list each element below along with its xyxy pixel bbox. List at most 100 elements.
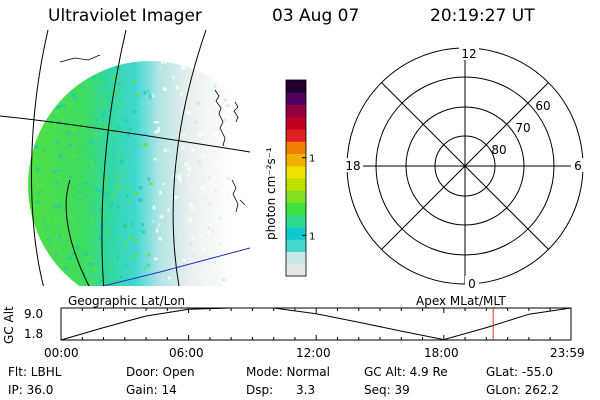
emission-speckle — [93, 158, 96, 161]
emission-speckle — [125, 193, 129, 197]
info-gc-alt: GC Alt: 4.9 Re — [364, 365, 448, 379]
emission-speckle — [188, 242, 193, 246]
colorbar-segment — [286, 165, 306, 179]
emission-speckle — [221, 225, 225, 230]
emission-speckle — [42, 148, 46, 152]
emission-speckle — [56, 283, 60, 286]
uv-emission-disk — [28, 61, 233, 293]
emission-speckle — [89, 219, 93, 223]
emission-speckle — [215, 72, 219, 76]
emission-speckle — [155, 121, 160, 124]
emission-speckle — [38, 141, 42, 144]
emission-speckle — [110, 194, 114, 199]
emission-speckle — [119, 155, 122, 159]
emission-speckle — [48, 78, 52, 81]
emission-speckle — [182, 133, 186, 137]
emission-speckle — [144, 288, 146, 291]
emission-speckle — [149, 95, 153, 100]
emission-speckle — [100, 224, 105, 229]
emission-speckle — [101, 113, 105, 118]
emission-speckle — [219, 149, 222, 153]
emission-speckle — [158, 237, 162, 241]
emission-speckle — [58, 154, 63, 158]
coastline-south — [101, 247, 250, 286]
emission-speckle — [68, 126, 71, 130]
emission-speckle — [174, 195, 178, 199]
emission-speckle — [53, 218, 57, 222]
emission-speckle — [97, 189, 102, 193]
info-mode: Mode: Normal — [246, 365, 330, 379]
emission-speckle — [82, 271, 86, 275]
xtick-0600: 06:00 — [169, 346, 204, 360]
emission-speckle — [45, 227, 50, 231]
emission-speckle — [116, 285, 120, 286]
emission-speckle — [47, 221, 51, 224]
emission-speckle — [217, 82, 222, 87]
colorbar-segment — [286, 129, 306, 142]
colorbar-frame — [285, 79, 307, 277]
emission-speckle — [98, 122, 102, 125]
emission-speckle — [48, 174, 51, 177]
emission-speckle — [117, 183, 121, 188]
emission-speckle — [178, 290, 182, 292]
emission-speckle — [102, 213, 105, 217]
colorbar-segment — [286, 141, 306, 154]
emission-speckle — [178, 174, 182, 178]
emission-speckle — [116, 115, 119, 119]
emission-speckle — [69, 142, 73, 147]
emission-speckle — [200, 235, 203, 238]
emission-speckle — [162, 182, 165, 185]
emission-speckle — [110, 87, 114, 91]
emission-speckle — [159, 66, 162, 70]
emission-speckle — [31, 164, 35, 167]
emission-speckle — [68, 88, 72, 93]
emission-speckle — [138, 198, 143, 202]
emission-speckle — [82, 66, 86, 70]
emission-speckle — [188, 128, 193, 131]
emission-speckle — [194, 120, 198, 124]
emission-speckle — [219, 285, 222, 286]
info-glon: GLon: 262.2 — [486, 383, 559, 397]
emission-speckle — [85, 71, 90, 75]
emission-speckle — [31, 249, 36, 253]
emission-speckle — [115, 185, 119, 190]
emission-speckle — [143, 142, 148, 147]
emission-speckle — [35, 145, 39, 149]
emission-speckle — [123, 224, 128, 229]
emission-speckle — [207, 71, 211, 75]
emission-speckle — [129, 193, 133, 197]
emission-speckle — [93, 92, 96, 96]
emission-speckle — [74, 85, 79, 88]
emission-speckle — [172, 292, 175, 293]
emission-speckle — [135, 239, 140, 243]
emission-speckle — [48, 93, 51, 97]
emission-speckle — [193, 175, 197, 179]
emission-speckle — [184, 162, 188, 166]
emission-speckle — [138, 229, 142, 232]
emission-speckle — [219, 120, 222, 124]
gc-alt-plot — [60, 307, 572, 341]
emission-speckle — [123, 98, 127, 102]
emission-speckle — [159, 216, 164, 219]
emission-speckle — [37, 191, 41, 194]
emission-speckle — [86, 61, 90, 64]
colorbar-segment — [286, 214, 306, 228]
emission-speckle — [224, 167, 228, 172]
colorbar-ticks: 10 100 — [302, 154, 316, 242]
emission-speckle — [157, 223, 160, 228]
emission-speckle — [30, 291, 33, 292]
emission-speckle — [109, 267, 112, 271]
emission-speckle — [95, 289, 97, 292]
emission-speckle — [172, 75, 175, 79]
emission-speckle — [89, 159, 93, 163]
emission-speckle — [169, 251, 173, 255]
emission-speckle — [104, 187, 108, 191]
emission-speckle — [133, 191, 138, 196]
emission-speckle — [143, 133, 147, 136]
emission-speckle — [163, 61, 167, 64]
emission-speckle — [201, 132, 204, 137]
emission-speckle — [138, 186, 143, 190]
emission-speckle — [42, 217, 46, 221]
emission-speckle — [112, 77, 116, 81]
emission-speckle — [56, 169, 60, 172]
